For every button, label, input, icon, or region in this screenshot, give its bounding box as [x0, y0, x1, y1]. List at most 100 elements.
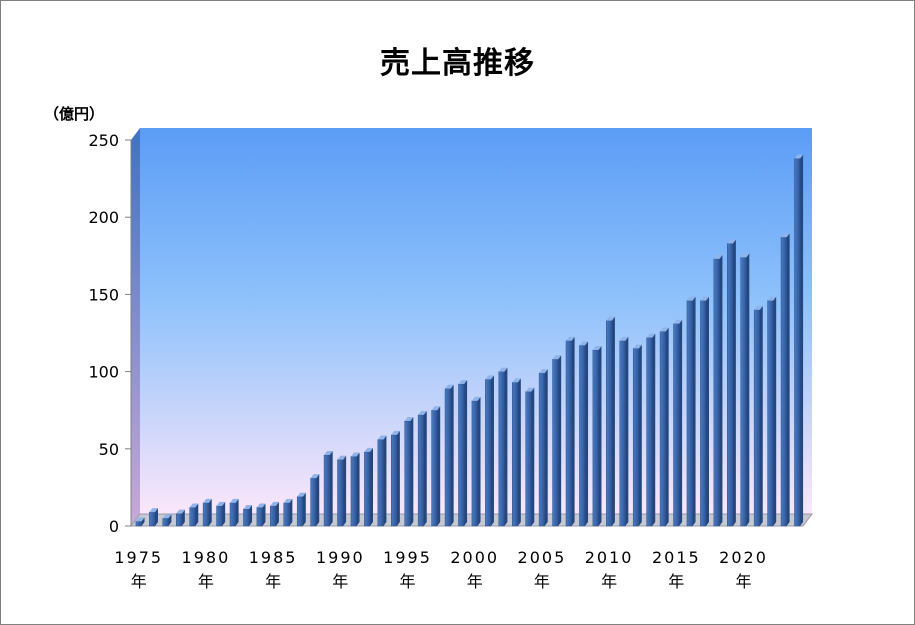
bar	[579, 341, 589, 527]
bar-front	[364, 451, 371, 527]
bar-front	[592, 349, 599, 527]
bar-top	[176, 509, 185, 514]
bar-top	[189, 503, 199, 508]
bar-top	[525, 387, 535, 392]
x-tick-year-suffix: 年	[400, 572, 416, 591]
bar-side	[181, 509, 185, 526]
bar-front	[740, 257, 747, 527]
y-tick-label: 0	[109, 517, 119, 536]
bar-front	[283, 502, 290, 527]
bar-top	[660, 327, 669, 332]
bar-front	[700, 300, 707, 527]
bar-front	[175, 513, 183, 527]
bar-side	[423, 410, 427, 526]
bar-front	[189, 507, 196, 527]
bar	[296, 492, 306, 527]
x-tick-year: 2010	[585, 548, 634, 567]
bar	[753, 305, 763, 527]
bar	[471, 396, 481, 527]
bar-front	[619, 340, 626, 527]
bar-side	[773, 296, 777, 526]
side-wall	[131, 128, 140, 526]
bar-top	[485, 375, 494, 380]
bar-top	[539, 369, 548, 374]
bar-front	[498, 371, 505, 527]
bar-front	[780, 237, 787, 527]
bar-top	[431, 406, 441, 411]
y-tick-label: 200	[88, 208, 119, 227]
x-tick-label: 2000 年	[450, 548, 497, 591]
bar-top	[404, 417, 414, 422]
bar-top	[781, 233, 790, 238]
x-tick-label: 2010 年	[585, 548, 634, 591]
x-tick-year: 1990	[316, 548, 365, 567]
bar-side	[652, 333, 656, 526]
bar	[767, 296, 777, 527]
bar-series	[135, 154, 804, 527]
bar-top	[297, 492, 306, 497]
plot-area	[130, 128, 813, 527]
bar-front	[471, 400, 478, 527]
bar-side	[759, 305, 763, 526]
bar-top	[498, 367, 508, 372]
bar-front	[552, 358, 559, 527]
bar-side	[222, 501, 226, 526]
bar-side	[410, 417, 414, 526]
bar-front	[350, 456, 357, 527]
bar-top	[566, 336, 575, 341]
bar	[538, 369, 548, 527]
bar-top	[686, 296, 696, 301]
bar-top	[243, 505, 253, 510]
y-tick-label: 100	[88, 363, 119, 382]
bar	[713, 254, 723, 527]
bar	[310, 474, 320, 527]
bar	[700, 296, 709, 527]
bar	[135, 517, 145, 527]
bar-side	[665, 327, 669, 526]
bar-top	[754, 305, 763, 310]
bar-side	[370, 447, 373, 526]
bar-top	[324, 450, 333, 455]
x-tick-label: 1975 年	[114, 548, 161, 591]
bar	[404, 417, 414, 527]
bar-front	[727, 243, 734, 527]
bar-top	[700, 296, 709, 301]
bar	[444, 384, 454, 527]
bar-side	[692, 296, 696, 526]
bar-side	[490, 375, 494, 526]
bar-front	[270, 505, 277, 527]
bar-side	[289, 498, 293, 526]
bar-top	[592, 345, 602, 350]
bar-side	[356, 452, 360, 526]
x-tick-label: 2015 年	[652, 548, 699, 591]
bar-top	[740, 253, 750, 258]
bar-side	[585, 341, 589, 526]
bar-front	[162, 518, 169, 527]
bar	[162, 514, 172, 527]
x-tick-year-suffix: 年	[534, 572, 550, 591]
bar	[243, 505, 253, 527]
bar-front	[458, 383, 465, 527]
bar	[189, 503, 199, 527]
bar-side	[383, 435, 387, 526]
bar-top	[794, 154, 804, 159]
y-axis: 0 50 100 150 200 250	[88, 131, 132, 536]
bar-front	[337, 459, 344, 527]
bar-front	[243, 508, 250, 527]
x-tick-label: 2005 年	[518, 548, 565, 591]
bar-top	[270, 501, 279, 506]
bar-top	[579, 341, 589, 346]
bar	[740, 253, 750, 527]
x-tick-year-suffix: 年	[736, 572, 752, 591]
y-axis-unit-label: （億円）	[44, 105, 105, 123]
y-tick-label: 250	[88, 131, 119, 150]
bar-side	[302, 492, 306, 526]
bar-front	[511, 382, 519, 527]
bar-front	[149, 511, 156, 527]
bar-side	[571, 336, 575, 526]
bar	[673, 319, 683, 527]
bar-side	[558, 355, 562, 526]
x-tick-label: 1980 年	[182, 548, 229, 591]
bar-front	[686, 300, 693, 527]
bar-side	[249, 505, 253, 526]
